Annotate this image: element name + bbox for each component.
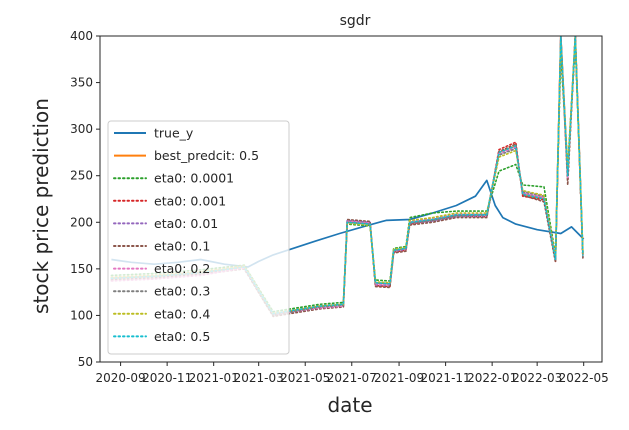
y-tick-label: 400 — [70, 29, 93, 43]
x-tick-label: 2022-05 — [559, 371, 609, 385]
legend-box — [107, 120, 290, 355]
x-tick-label: 2021-07 — [327, 371, 377, 385]
y-tick-label: 250 — [70, 169, 93, 183]
legend-label: eta0: 0.4 — [154, 306, 210, 321]
y-axis-label: stock price prediction — [29, 98, 53, 314]
y-axis: 50 100 150 200 250 300 350 400 — [70, 29, 100, 369]
legend: true_y best_predcit: 0.5 eta0: 0.0001 eta0:… — [107, 120, 290, 355]
y-tick-label: 150 — [70, 262, 93, 276]
y-tick-label: 50 — [78, 355, 93, 369]
chart-title: sgdr — [340, 13, 371, 29]
y-tick-label: 350 — [70, 76, 93, 90]
legend-label: eta0: 0.0001 — [154, 171, 234, 186]
legend-label: eta0: 0.3 — [154, 284, 210, 299]
legend-label: eta0: 0.1 — [154, 239, 210, 254]
x-tick-label: 2020-11 — [142, 371, 192, 385]
plot-frame — [99, 35, 603, 363]
x-axis: 2020-092020-112021-012021-032021-052021-… — [96, 362, 609, 385]
legend-label: true_y — [154, 126, 194, 141]
y-tick-label: 200 — [70, 215, 93, 229]
legend-label: eta0: 0.5 — [154, 329, 210, 344]
x-tick-label: 2021-01 — [189, 371, 239, 385]
y-tick-label: 300 — [70, 122, 93, 136]
x-tick-label: 2022-01 — [467, 371, 517, 385]
legend-label: eta0: 0.001 — [154, 193, 226, 208]
x-tick-label: 2022-03 — [512, 371, 562, 385]
x-tick-label: 2021-03 — [234, 371, 284, 385]
legend-label: best_predcit: 0.5 — [154, 148, 259, 163]
x-tick-label: 2021-09 — [374, 371, 424, 385]
y-tick-label: 100 — [70, 308, 93, 322]
legend-label: eta0: 0.01 — [154, 216, 218, 231]
x-tick-label: 2021-05 — [280, 371, 330, 385]
x-tick-label: 2021-11 — [421, 371, 471, 385]
x-tick-label: 2020-09 — [96, 371, 146, 385]
legend-label: eta0: 0.2 — [154, 261, 210, 276]
x-axis-label: date — [327, 393, 372, 417]
